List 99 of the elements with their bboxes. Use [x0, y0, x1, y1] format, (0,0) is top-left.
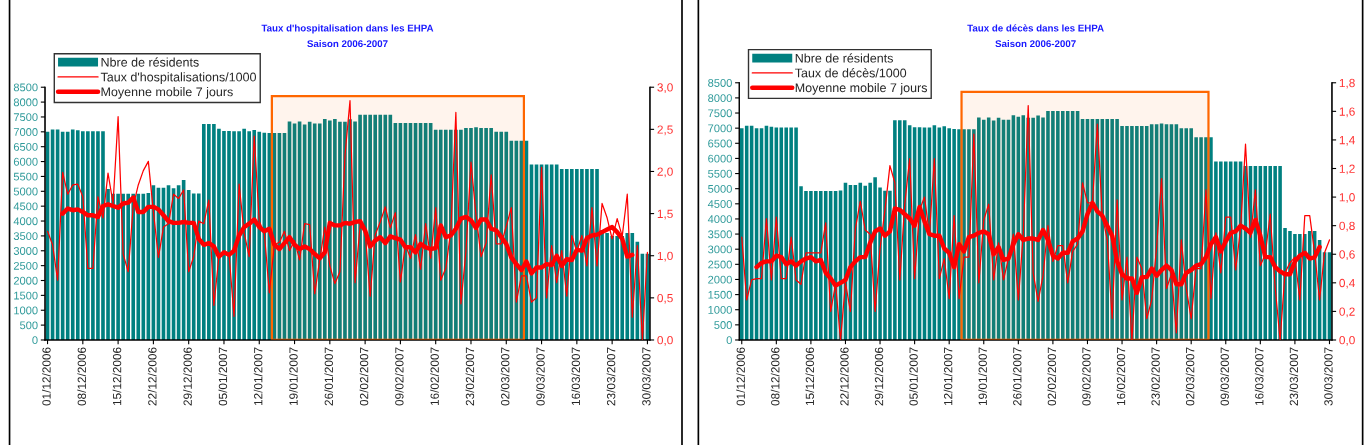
y2-tick-label: 0,2	[1339, 307, 1355, 318]
y-tick-label: 1000	[708, 305, 732, 314]
y-tick-label: 6500	[13, 142, 38, 151]
y-tick-label: 4000	[707, 215, 732, 224]
legend-label: Moyenne mobile 7 jours	[795, 82, 928, 95]
y2-tick-label: 0,0	[657, 336, 673, 346]
x-tick-label: 15/12/2006	[805, 347, 815, 406]
y-tick-label: 8000	[13, 98, 38, 107]
legend-label: Taux d'hospitalisations/1000	[100, 72, 257, 84]
x-tick-label: 02/03/2007	[500, 347, 510, 406]
x-tick-label: 26/01/2007	[1012, 347, 1022, 406]
y-tick-label: 3000	[13, 247, 38, 255]
y-tick-label: 5000	[708, 184, 732, 193]
x-tick-label: 19/01/2007	[289, 347, 298, 406]
y-tick-label: 5500	[13, 172, 38, 181]
y2-tick-label: 3,0	[657, 83, 673, 94]
x-tick-label: 23/03/2007	[1289, 347, 1299, 406]
x-tick-label: 05/01/2007	[218, 347, 228, 406]
chart-subtitle: Saison 2006-2007	[307, 39, 388, 48]
y-tick-label: 8500	[708, 79, 732, 87]
y-tick-label: 2000	[13, 276, 38, 285]
y-tick-label: 8000	[708, 94, 732, 103]
y-tick-label: 6000	[708, 154, 732, 163]
x-tick-label: 12/01/2007	[943, 347, 953, 406]
x-tick-label: 09/03/2007	[536, 347, 545, 406]
y-tick-label: 7500	[13, 113, 38, 122]
x-tick-label: 26/01/2007	[324, 347, 333, 406]
y-tick-label: 2000	[708, 275, 732, 284]
y2-tick-label: 0,0	[1339, 336, 1355, 346]
x-tick-label: 02/02/2007	[1047, 347, 1057, 406]
y2-tick-label: 0,4	[1339, 278, 1355, 289]
x-tick-label: 23/02/2007	[1151, 347, 1160, 406]
x-tick-label: 29/12/2006	[183, 347, 192, 406]
x-tick-label: 09/02/2007	[394, 347, 404, 406]
x-tick-label: 08/12/2006	[770, 347, 780, 406]
y-tick-label: 6000	[13, 157, 38, 166]
x-tick-label: 02/03/2007	[1185, 347, 1195, 406]
chart-subtitle: Saison 2006-2007	[995, 39, 1076, 48]
y-tick-label: 3500	[13, 232, 38, 241]
x-tick-label: 05/01/2007	[909, 347, 918, 406]
y-tick-label: 7000	[708, 124, 732, 133]
y-tick-label: 4000	[13, 217, 38, 226]
y-tick-label: 6500	[708, 139, 732, 148]
y-tick-label: 7000	[13, 128, 38, 136]
y-tick-label: 2500	[708, 260, 732, 269]
y-tick-label: 5500	[708, 169, 732, 178]
y-tick-label: 4500	[707, 200, 732, 208]
y-tick-label: 7500	[708, 109, 732, 118]
y2-tick-label: 0,8	[1339, 221, 1355, 232]
x-tick-label: 12/01/2007	[253, 347, 263, 406]
x-tick-label: 22/12/2006	[839, 347, 849, 406]
y-tick-label: 0	[726, 336, 732, 345]
x-tick-label: 23/03/2007	[606, 347, 616, 406]
y-tick-label: 500	[19, 321, 38, 330]
x-tick-label: 09/02/2007	[1081, 347, 1091, 406]
y-tick-label: 1500	[708, 290, 732, 299]
y-tick-label: 3000	[708, 245, 732, 254]
legend-label: Taux de décès/1000	[795, 68, 907, 78]
y-tick-label: 2500	[13, 261, 38, 270]
x-tick-label: 09/03/2007	[1220, 347, 1229, 406]
x-tick-label: 01/12/2006	[42, 347, 51, 406]
y-tick-label: 8500	[13, 83, 38, 92]
y-tick-label: 1500	[14, 291, 38, 300]
y-tick-label: 4500	[13, 202, 38, 211]
x-tick-label: 22/12/2006	[147, 347, 157, 406]
y-tick-label: 1000	[14, 306, 38, 315]
y-tick-label: 0	[32, 336, 38, 345]
chart-title: Taux de décès dans les EHPA	[967, 24, 1104, 32]
legend-label: Nbre de résidents	[101, 57, 199, 67]
y2-tick-label: 1,5	[657, 209, 673, 220]
y2-tick-label: 2,5	[657, 125, 673, 136]
y2-tick-label: 1,8	[1339, 78, 1355, 89]
y-tick-label: 5000	[13, 187, 38, 196]
y2-tick-label: 1,0	[1339, 193, 1355, 203]
chart-title: Taux d'hospitalisation dans les EHPA	[261, 24, 434, 34]
x-tick-label: 30/03/2007	[641, 347, 651, 406]
x-tick-label: 23/02/2007	[465, 347, 475, 406]
y2-tick-label: 1,2	[1339, 164, 1355, 175]
y2-tick-label: 0,5	[657, 293, 673, 304]
x-tick-label: 16/02/2007	[1116, 347, 1126, 406]
x-tick-label: 01/12/2006	[736, 347, 745, 406]
x-tick-label: 16/03/2007	[571, 347, 581, 406]
x-tick-label: 29/12/2006	[874, 347, 884, 406]
y2-tick-label: 1,0	[657, 251, 673, 262]
x-tick-label: 30/03/2007	[1323, 347, 1333, 406]
legend-label: Moyenne mobile 7 jours	[101, 87, 233, 99]
x-tick-label: 16/03/2007	[1254, 347, 1264, 406]
y2-tick-label: 0,6	[1339, 250, 1355, 261]
y2-tick-label: 2,0	[657, 167, 673, 178]
x-tick-label: 19/01/2007	[978, 347, 987, 406]
x-tick-label: 16/02/2007	[430, 347, 439, 406]
x-tick-label: 08/12/2006	[77, 347, 86, 406]
y2-tick-label: 1,4	[1339, 136, 1355, 146]
x-tick-label: 02/02/2007	[359, 347, 369, 406]
y2-tick-label: 1,6	[1339, 107, 1355, 118]
x-tick-label: 15/12/2006	[112, 347, 122, 406]
y-tick-label: 3500	[708, 230, 732, 239]
legend-label: Nbre de résidents	[795, 53, 893, 63]
y-tick-label: 500	[714, 321, 732, 329]
